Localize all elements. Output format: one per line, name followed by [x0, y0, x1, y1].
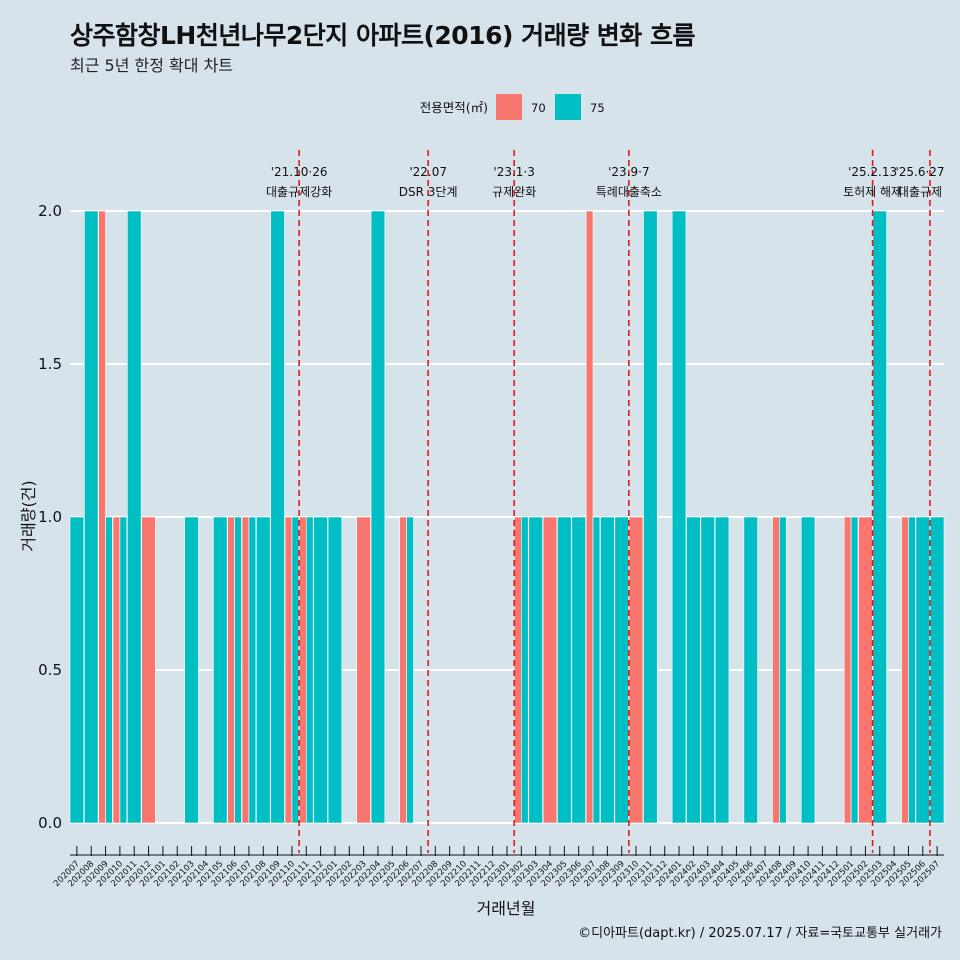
bar — [141, 516, 156, 824]
axes: 2020072020082020092020102020112020122021… — [52, 846, 944, 889]
event-label: 대출규제 — [898, 185, 942, 199]
event-date: '21.10·26 — [271, 165, 328, 179]
bar — [227, 516, 235, 824]
event-date: '25.6·27 — [895, 165, 944, 179]
chart-title: 상주함창LH천년나무2단지 아파트(2016) 거래량 변화 흐름 — [70, 21, 696, 50]
y-tick-label: 1.0 — [38, 508, 62, 526]
bar — [671, 210, 687, 824]
bar — [105, 516, 113, 824]
bar — [901, 516, 909, 824]
x-axis-title: 거래년월 — [477, 899, 536, 918]
y-tick-label: 0.5 — [38, 661, 62, 679]
y-axis-title: 거래량(건) — [19, 480, 38, 551]
event-date: '23.9·7 — [608, 165, 649, 179]
y-tick-label: 0.0 — [38, 814, 62, 832]
bar — [772, 516, 780, 824]
bar — [929, 516, 945, 824]
y-tick-label: 2.0 — [38, 202, 62, 220]
bar — [843, 516, 852, 824]
bar — [299, 516, 307, 824]
bar — [585, 210, 594, 824]
bar — [700, 516, 715, 824]
legend-label-75: 75 — [590, 101, 605, 115]
legend-label-70: 70 — [531, 101, 546, 115]
y-tick-label: 1.5 — [38, 355, 62, 373]
bar — [327, 516, 343, 824]
bar — [184, 516, 199, 824]
bar — [521, 516, 529, 824]
bar — [98, 210, 106, 824]
bar — [714, 516, 730, 824]
bar — [514, 516, 522, 824]
bar — [284, 516, 293, 824]
bar — [291, 516, 300, 824]
bar — [592, 516, 601, 824]
bar — [858, 516, 873, 824]
event-date: '22.07 — [409, 165, 447, 179]
bar — [234, 516, 242, 824]
bar — [800, 516, 816, 824]
bar — [256, 516, 271, 824]
legend-title: 전용면적(㎡) — [420, 100, 488, 115]
bar — [542, 516, 558, 824]
event-markers: '21.10·26 대출규제강화 '22.07 DSR 3단계 '23.1·3 규제완화 '… — [266, 150, 945, 853]
bar — [571, 516, 586, 824]
event-label: 토허제 해제 — [843, 185, 902, 199]
bar — [743, 516, 758, 824]
bar — [406, 516, 414, 824]
bar — [112, 516, 121, 824]
bar — [69, 516, 85, 824]
bar — [356, 516, 371, 824]
bar — [119, 516, 128, 824]
bar — [399, 516, 407, 824]
legend: 전용면적(㎡) 70 75 — [420, 94, 605, 120]
bar — [370, 210, 386, 824]
event-date: '25.2.13 — [848, 165, 897, 179]
bar — [628, 516, 644, 824]
event-date: '23.1·3 — [493, 165, 534, 179]
bar — [528, 516, 543, 824]
bar — [313, 516, 328, 824]
event-label: DSR 3단계 — [399, 185, 458, 199]
event-label: 규제완화 — [492, 185, 536, 199]
bar — [686, 516, 701, 824]
bar — [908, 516, 916, 824]
bar — [305, 516, 314, 824]
bar — [614, 516, 629, 824]
legend-swatch-75 — [555, 94, 581, 120]
bar — [779, 516, 787, 824]
bar — [600, 516, 615, 824]
bar — [557, 516, 572, 824]
bar — [248, 516, 257, 824]
event-label: 대출규제강화 — [266, 185, 332, 199]
bar — [915, 516, 930, 824]
bar — [241, 516, 250, 824]
chart-subtitle: 최근 5년 한정 확대 차트 — [70, 56, 234, 75]
source-caption: ©디아파트(dapt.kr) / 2025.07.17 / 자료=국토교통부 실… — [578, 926, 942, 941]
bar — [850, 516, 859, 824]
bars — [69, 210, 945, 824]
legend-swatch-70 — [496, 94, 522, 120]
bar — [872, 210, 887, 824]
bar — [127, 210, 142, 824]
bar — [213, 516, 228, 824]
bar — [84, 210, 99, 824]
bar — [643, 210, 658, 824]
event-label: 특례대출축소 — [596, 185, 662, 199]
bar — [270, 210, 285, 824]
